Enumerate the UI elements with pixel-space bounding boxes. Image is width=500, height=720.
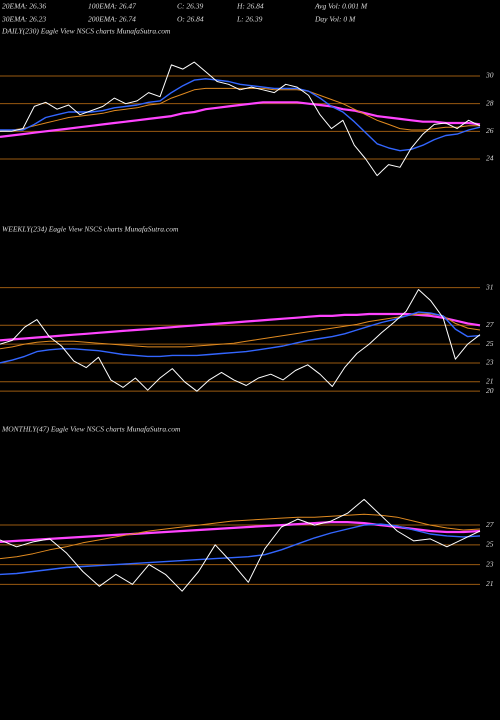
y-tick-label: 21 xyxy=(486,376,494,385)
panel-title: WEEKLY(234) Eagle View NSCS charts Munaf… xyxy=(2,225,179,234)
y-tick-label: 24 xyxy=(486,154,494,163)
header-stat: Avg Vol: 0.001 M xyxy=(314,2,368,11)
price-line xyxy=(0,87,480,132)
price-line xyxy=(0,289,481,392)
y-tick-label: 23 xyxy=(486,559,494,568)
header-stat: 20EMA: 26.36 xyxy=(2,2,46,11)
header-stat: O: 26.84 xyxy=(177,15,204,24)
price-line xyxy=(0,311,481,364)
y-tick-label: 21 xyxy=(486,579,494,588)
y-tick-label: 30 xyxy=(485,71,494,80)
y-tick-label: 20 xyxy=(486,386,494,395)
price-line xyxy=(0,101,481,138)
price-line xyxy=(0,312,481,342)
y-tick-label: 27 xyxy=(486,520,494,529)
header-stat: 30EMA: 26.23 xyxy=(1,15,46,24)
header-stat: H: 26.84 xyxy=(236,2,264,11)
panel-title: MONTHLY(47) Eagle View NSCS charts Munaf… xyxy=(1,425,181,434)
y-tick-label: 28 xyxy=(486,98,494,107)
panel-title: DAILY(230) Eagle View NSCS charts Munafa… xyxy=(1,27,171,36)
price-line xyxy=(0,78,481,152)
y-tick-label: 26 xyxy=(486,126,494,135)
price-line xyxy=(0,61,481,177)
price-line xyxy=(0,498,481,592)
y-tick-label: 27 xyxy=(486,320,494,329)
header-stat: Day Vol: 0 M xyxy=(314,15,356,24)
header-stat: C: 26.39 xyxy=(177,2,204,11)
price-line xyxy=(0,523,481,576)
y-tick-label: 25 xyxy=(486,339,494,348)
header-stat: 100EMA: 26.47 xyxy=(88,2,136,11)
y-tick-label: 23 xyxy=(486,358,494,367)
y-tick-label: 25 xyxy=(486,540,494,549)
header-stat: 200EMA: 26.74 xyxy=(88,15,136,24)
header-stat: L: 26.39 xyxy=(236,15,263,24)
price-line xyxy=(0,513,481,560)
y-tick-label: 31 xyxy=(485,282,494,291)
